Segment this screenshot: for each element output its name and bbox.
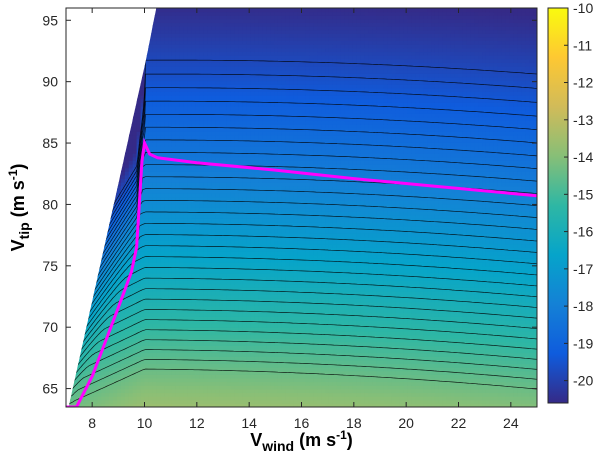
y-tick-label: 85 — [42, 135, 58, 151]
contour-line-16 — [68, 256, 537, 345]
x-tick-label: 24 — [503, 415, 519, 431]
colorbar-tick-label: -14 — [573, 149, 593, 165]
colorbar-ticks: -20 -19 -18 -17 -16 -15 -14 -13 -12 -11 -10 — [564, 0, 593, 389]
contour-line-12 — [68, 211, 537, 327]
filled-region — [68, 8, 537, 407]
x-tick-16: 16 — [294, 8, 310, 431]
contour-line-17 — [68, 267, 537, 350]
x-tick-12: 12 — [189, 8, 205, 431]
y-tick-95: 95 — [42, 12, 537, 28]
optimal-curve — [66, 137, 537, 407]
contour-line-18 — [68, 277, 537, 355]
y-tick-65: 65 — [42, 381, 537, 397]
colorbar — [547, 7, 569, 404]
y-tick-label: 70 — [42, 319, 58, 335]
contour-line-26 — [68, 359, 537, 399]
x-tick-8: 8 — [88, 8, 96, 431]
y-tick-75: 75 — [42, 258, 537, 274]
x-tick-label: 10 — [137, 415, 153, 431]
colorbar-tick--18: -18 — [564, 298, 593, 314]
y-tick-70: 70 — [42, 319, 537, 335]
contour-line-21 — [68, 309, 537, 370]
x-label-sub: wind — [261, 438, 294, 454]
colorbar-tick--17: -17 — [564, 261, 593, 277]
x-tick-label: 8 — [88, 415, 96, 431]
colorbar-tick-label: -20 — [573, 373, 593, 389]
x-tick-20: 20 — [398, 8, 414, 431]
y-label-main: V — [8, 239, 28, 251]
contour-line-27 — [68, 368, 537, 406]
x-tick-label: 22 — [451, 415, 467, 431]
y-label-rest: (m s — [8, 180, 28, 222]
colorbar-tick-label: -12 — [573, 75, 593, 91]
x-tick-22: 22 — [451, 8, 467, 431]
x-tick-18: 18 — [346, 8, 362, 431]
contour-line-15 — [68, 245, 537, 341]
y-axis-ticks: 65 70 75 80 85 90 95 — [42, 12, 537, 397]
plot-area — [66, 8, 537, 407]
colorbar-tick--14: -14 — [564, 149, 593, 165]
contour-line-25 — [68, 349, 537, 392]
colorbar-tick--11: -11 — [564, 37, 592, 53]
x-axis-ticks: 8 10 12 14 16 18 20 22 24 — [88, 8, 519, 431]
x-tick-10: 10 — [137, 8, 153, 431]
y-tick-label: 65 — [42, 381, 58, 397]
y-label-close: ) — [8, 164, 28, 170]
y-tick-90: 90 — [42, 74, 537, 90]
x-tick-label: 18 — [346, 415, 362, 431]
x-label-rest: (m s — [294, 430, 336, 450]
colorbar-tick-label: -15 — [573, 186, 593, 202]
contour-line-22 — [68, 319, 537, 375]
colorbar-tick--19: -19 — [564, 335, 593, 351]
y-tick-label: 95 — [42, 12, 58, 28]
x-axis-label: Vwind (m s-1) — [250, 428, 353, 454]
x-label-close: ) — [347, 430, 353, 450]
colorbar-tick--16: -16 — [564, 224, 593, 240]
colorbar-tick-label: -11 — [573, 37, 592, 53]
colorbar-tick--12: -12 — [564, 75, 593, 91]
y-label-sup: -1 — [6, 169, 20, 180]
x-tick-14: 14 — [241, 8, 257, 431]
y-label-sub: tip — [16, 222, 32, 239]
y-tick-80: 80 — [42, 196, 537, 212]
x-label-sup: -1 — [336, 428, 347, 442]
colorbar-tick--13: -13 — [564, 112, 593, 128]
y-tick-label: 80 — [42, 196, 58, 212]
x-tick-24: 24 — [503, 8, 519, 431]
contour-line-23 — [68, 329, 537, 381]
contour-line-13 — [68, 222, 537, 332]
colorbar-tick-label: -16 — [573, 224, 593, 240]
contour-line-19 — [68, 288, 537, 360]
colorbar-tick--10: -10 — [564, 0, 593, 16]
colorbar-tick-label: -13 — [573, 112, 593, 128]
y-tick-label: 90 — [42, 74, 58, 90]
contour-line-14 — [68, 234, 537, 336]
x-tick-label: 14 — [241, 415, 257, 431]
x-tick-label: 16 — [294, 415, 310, 431]
colorbar-tick--20: -20 — [564, 373, 593, 389]
colorbar-tick-label: -18 — [573, 298, 593, 314]
y-tick-85: 85 — [42, 135, 537, 151]
colorbar-tick-label: -10 — [573, 0, 593, 16]
x-tick-label: 12 — [189, 415, 205, 431]
y-tick-label: 75 — [42, 258, 58, 274]
x-tick-label: 20 — [398, 415, 414, 431]
y-axis-label: Vtip (m s-1) — [6, 164, 32, 252]
x-label-main: V — [250, 430, 262, 450]
contour-line-20 — [68, 298, 537, 365]
colorbar-tick--15: -15 — [564, 186, 593, 202]
colorbar-tick-label: -19 — [573, 335, 593, 351]
colorbar-tick-label: -17 — [573, 261, 593, 277]
